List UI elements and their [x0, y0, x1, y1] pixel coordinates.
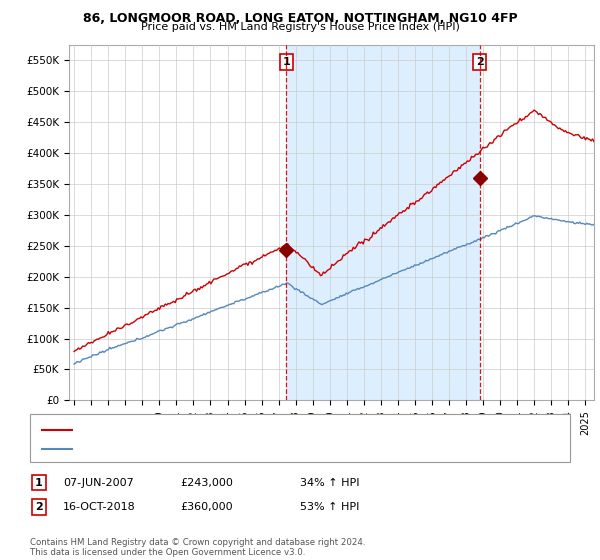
Text: £243,000: £243,000	[180, 478, 233, 488]
Text: 86, LONGMOOR ROAD, LONG EATON, NOTTINGHAM, NG10 4FP: 86, LONGMOOR ROAD, LONG EATON, NOTTINGHA…	[83, 12, 517, 25]
Text: Price paid vs. HM Land Registry's House Price Index (HPI): Price paid vs. HM Land Registry's House …	[140, 22, 460, 32]
Text: HPI: Average price, detached house, Erewash: HPI: Average price, detached house, Erew…	[78, 444, 300, 454]
Text: £360,000: £360,000	[180, 502, 233, 512]
Text: 53% ↑ HPI: 53% ↑ HPI	[300, 502, 359, 512]
Text: 07-JUN-2007: 07-JUN-2007	[63, 478, 134, 488]
Text: 1: 1	[282, 57, 290, 67]
Text: Contains HM Land Registry data © Crown copyright and database right 2024.
This d: Contains HM Land Registry data © Crown c…	[30, 538, 365, 557]
Text: 34% ↑ HPI: 34% ↑ HPI	[300, 478, 359, 488]
Text: 2: 2	[476, 57, 484, 67]
Text: 86, LONGMOOR ROAD, LONG EATON, NOTTINGHAM, NG10 4FP (detached house): 86, LONGMOOR ROAD, LONG EATON, NOTTINGHA…	[78, 424, 473, 435]
Text: 16-OCT-2018: 16-OCT-2018	[63, 502, 136, 512]
Bar	[286, 45, 479, 400]
Text: 2: 2	[35, 502, 43, 512]
Text: 1: 1	[35, 478, 43, 488]
